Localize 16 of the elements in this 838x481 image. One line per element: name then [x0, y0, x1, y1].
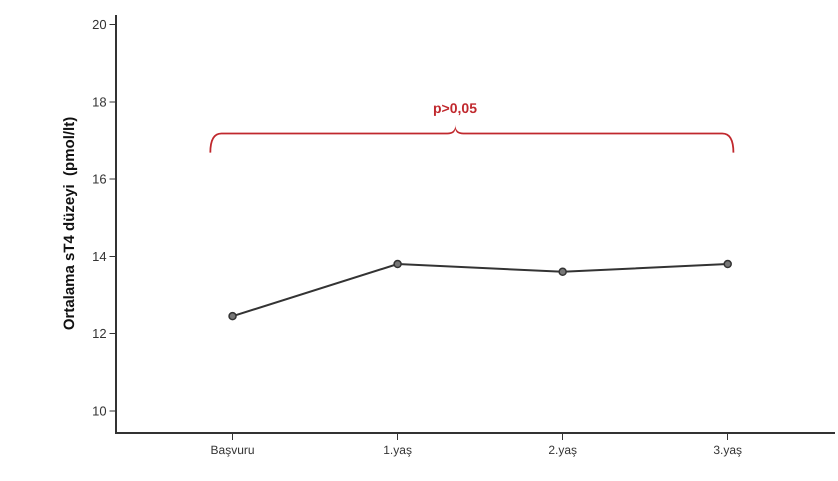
- point: [228, 312, 237, 320]
- annotation: p>0,05: [433, 100, 478, 116]
- y-tick-label: 16: [92, 172, 107, 187]
- point: [558, 268, 567, 276]
- y-tick-label: 14: [92, 248, 107, 264]
- x-tick-label: 3.yaş: [713, 443, 742, 458]
- point: [393, 260, 402, 268]
- y-axis-title: Ortalama sT4 düzeyi (pmol/lt): [60, 116, 78, 330]
- point: [723, 260, 732, 268]
- y-tick-label: 20: [92, 17, 107, 32]
- x-tick-label: Başvuru: [210, 443, 255, 458]
- x-tick-label: 2.yaş: [548, 443, 578, 458]
- y-tick-label: 18: [92, 94, 107, 110]
- x-tick-label: 1.yaş: [383, 443, 412, 458]
- y-tick-label: 12: [92, 326, 107, 342]
- y-tick-label: 10: [92, 403, 107, 418]
